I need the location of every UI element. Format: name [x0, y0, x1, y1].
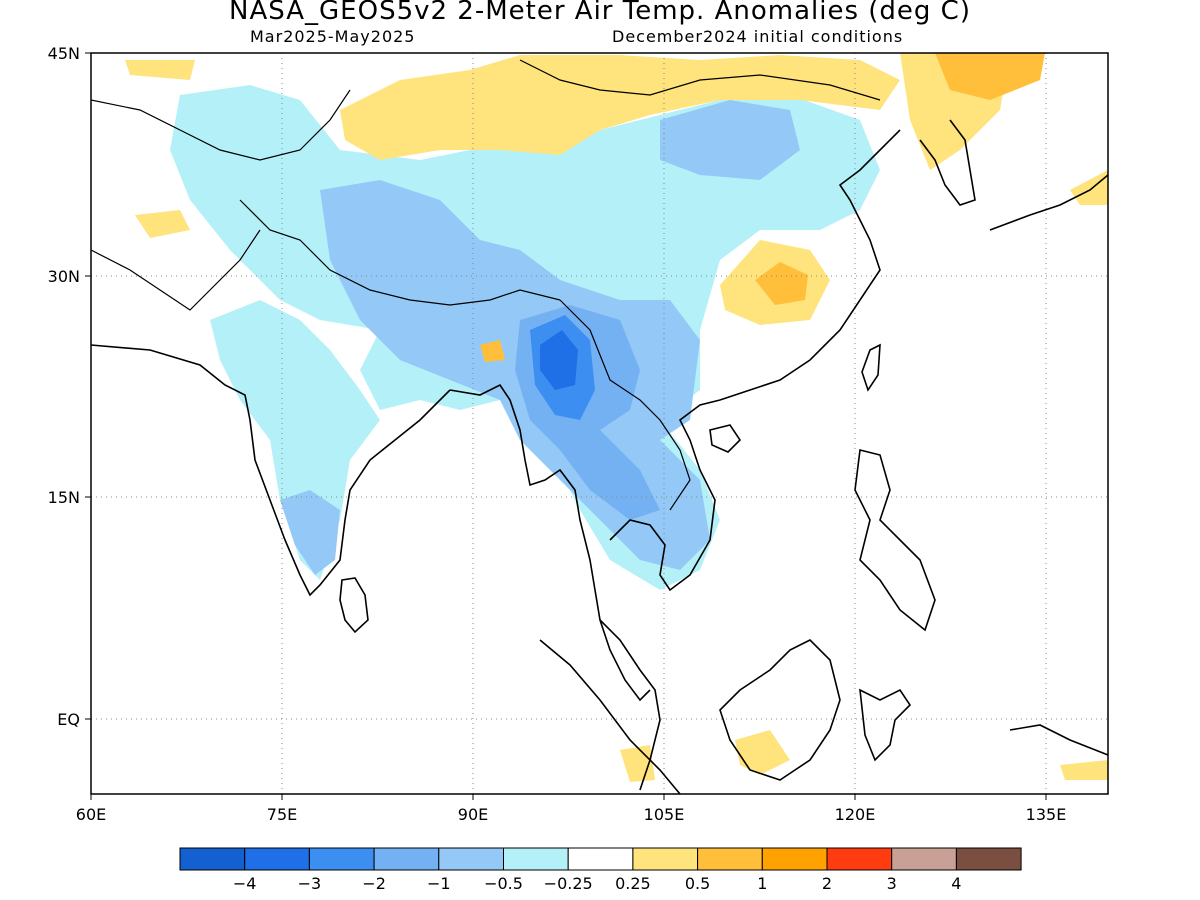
colorbar-swatch	[762, 848, 827, 870]
colorbar-swatch	[180, 848, 245, 870]
colorbar-label: 1	[757, 874, 767, 893]
colorbar-swatch	[956, 848, 1021, 870]
colorbar-label: 0.25	[615, 874, 651, 893]
colorbar-swatch	[245, 848, 310, 870]
colorbar-label: −0.5	[484, 874, 523, 893]
colorbar-swatch	[504, 848, 569, 870]
colorbar-label: 3	[887, 874, 897, 893]
lon-label-75e: 75E	[267, 805, 297, 824]
lat-label-30n: 30N	[48, 267, 80, 286]
colorbar-label: −2	[362, 874, 386, 893]
colorbar-swatch	[698, 848, 763, 870]
lat-label-15n: 15N	[48, 488, 80, 507]
lat-label-eq: EQ	[57, 710, 80, 729]
lon-label-105e: 105E	[644, 805, 685, 824]
colorbar-label: 0.5	[685, 874, 710, 893]
colorbar-swatch	[827, 848, 892, 870]
colorbar-swatch	[374, 848, 439, 870]
colorbar-label: 4	[951, 874, 961, 893]
colorbar-swatch	[439, 848, 504, 870]
lon-label-135e: 135E	[1026, 805, 1067, 824]
colorbar-label: −3	[298, 874, 322, 893]
colorbar-swatch	[568, 848, 633, 870]
colorbar-swatch	[892, 848, 957, 870]
colorbar-label: −0.25	[544, 874, 593, 893]
colorbar: −4 −3 −2 −1 −0.5 −0.25 0.25 0.5 1 2 3 4	[180, 848, 1021, 893]
lon-label-90e: 90E	[458, 805, 488, 824]
lat-label-45n: 45N	[48, 44, 80, 63]
colorbar-label: 2	[822, 874, 832, 893]
colorbar-swatch	[309, 848, 374, 870]
colorbar-label: −4	[233, 874, 257, 893]
map-figure: 60E 75E 90E 105E 120E 135E 45N 30N 15N E…	[0, 0, 1200, 900]
lon-label-60e: 60E	[76, 805, 106, 824]
colorbar-label: −1	[427, 874, 451, 893]
lon-label-120e: 120E	[835, 805, 876, 824]
colorbar-swatch	[633, 848, 698, 870]
